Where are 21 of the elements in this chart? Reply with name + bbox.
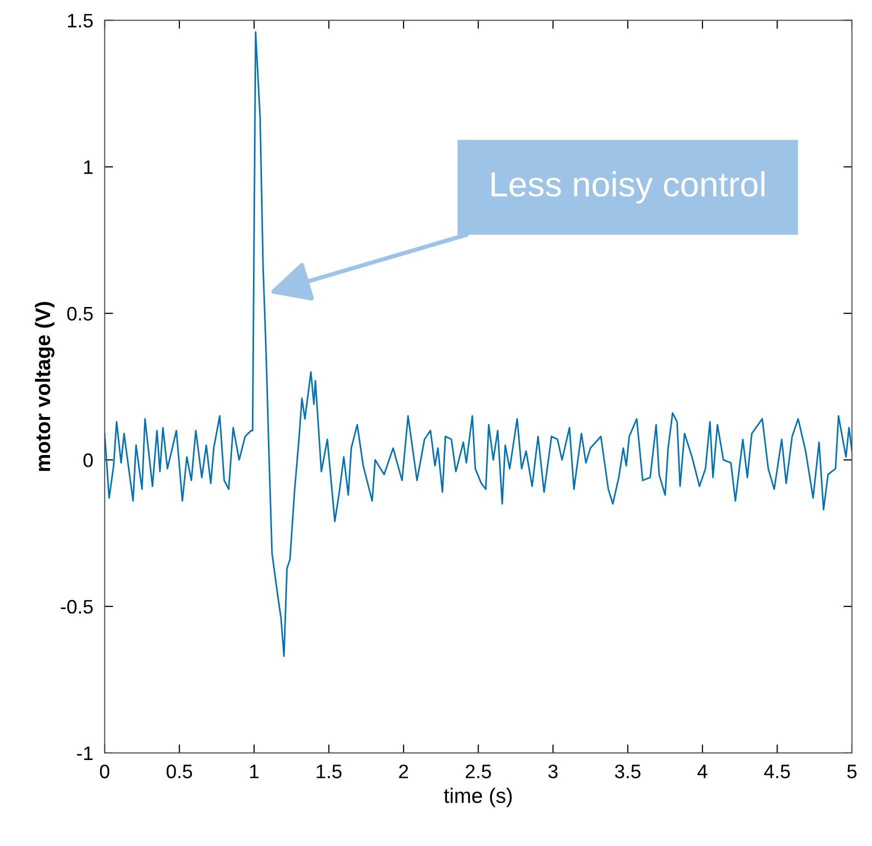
x-tick-label: 4 bbox=[698, 764, 708, 778]
x-tick-label: 2.5 bbox=[466, 764, 491, 778]
x-tick-label: 1.5 bbox=[316, 764, 342, 778]
y-tick-label: 0.5 bbox=[67, 306, 93, 321]
annotation: Less noisy control bbox=[492, 171, 764, 204]
y-tick-label: -1 bbox=[77, 746, 93, 760]
line-series bbox=[104, 31, 852, 657]
x-tick-label: 0 bbox=[100, 764, 110, 778]
x-tick-label: 3.5 bbox=[614, 764, 640, 778]
y-axis-title: motor voltage (V) bbox=[34, 302, 54, 471]
x-tick-label: 3 bbox=[548, 764, 558, 778]
x-tick-label: 1 bbox=[250, 764, 259, 778]
x-tick-label: 2 bbox=[399, 764, 408, 778]
x-tick-label: 0.5 bbox=[166, 764, 192, 778]
x-tick-label: 4.5 bbox=[764, 764, 790, 778]
x-tick-label: 5 bbox=[847, 764, 857, 778]
y-tick-label: 0 bbox=[83, 453, 93, 468]
x-axis-title: time (s) bbox=[444, 788, 512, 808]
y-tick-label: -0.5 bbox=[60, 600, 93, 614]
y-tick-label: 1 bbox=[84, 160, 93, 174]
y-tick-label: 1.5 bbox=[68, 14, 93, 28]
